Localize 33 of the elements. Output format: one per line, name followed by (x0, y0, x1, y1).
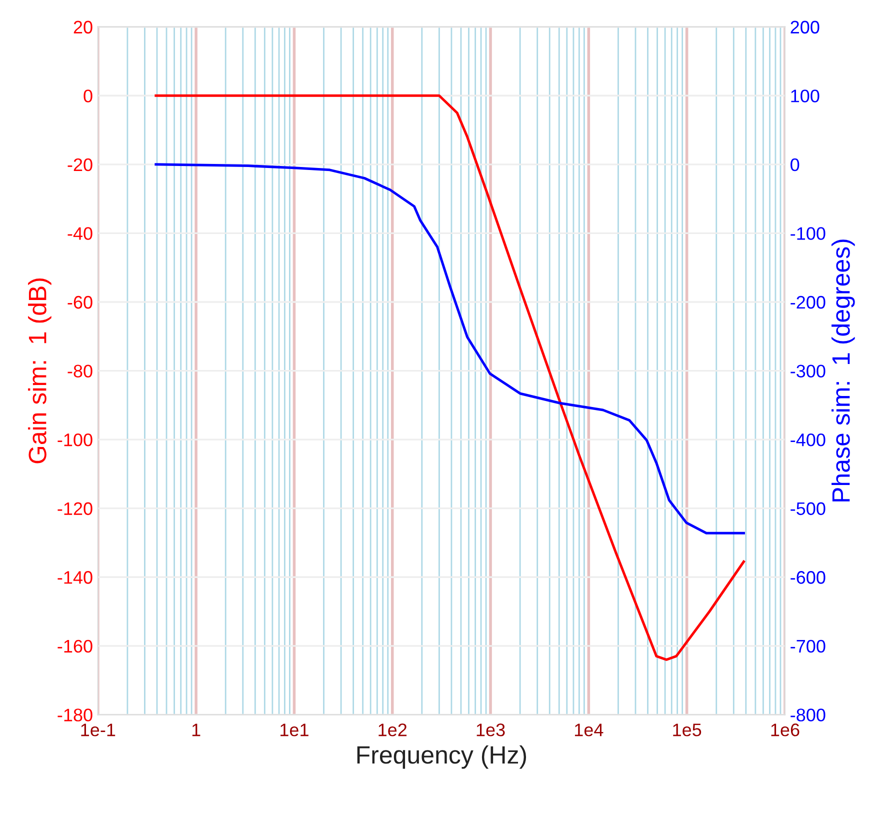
y-tick-label: -40 (68, 227, 92, 240)
y-tick-label: -140 (58, 571, 92, 584)
y-tick-label: -180 (58, 708, 92, 722)
x-tick-label: 1e3 (476, 724, 505, 736)
x-tick-label: 1e4 (574, 724, 604, 736)
x-tick-label: 1e6 (771, 724, 800, 736)
y-tick-label: 20 (74, 20, 92, 34)
y2-tick-label: -400 (790, 433, 826, 446)
y2-axis-title: Phase sim: 1 (degrees) (832, 240, 855, 502)
y2-tick-label: -300 (790, 364, 826, 378)
y2-tick-label: 100 (791, 90, 820, 102)
y2-tick-label: -600 (790, 571, 826, 584)
y2-tick-label: 200 (790, 20, 820, 34)
y2-tick-label: -100 (790, 227, 826, 240)
y-tick-label: -120 (58, 502, 92, 516)
x-tick-label: 1e2 (378, 724, 407, 736)
x-tick-label: 1e5 (673, 724, 702, 736)
y-tick-label: -20 (68, 158, 92, 172)
y2-tick-label: -800 (790, 708, 826, 722)
y-tick-label: -160 (58, 640, 92, 653)
y2-tick-label: -200 (790, 296, 826, 309)
x-tick-label: 1 (192, 724, 200, 736)
x-tick-label: 1e-1 (81, 724, 116, 736)
y-tick-label: -100 (58, 433, 92, 446)
y-tick-label: -60 (68, 296, 92, 309)
y-tick-label: -80 (68, 364, 92, 378)
x-axis-title: Frequency (Hz) (357, 745, 526, 769)
y2-tick-label: -500 (790, 502, 826, 516)
x-tick-label: 1e1 (280, 724, 308, 736)
y2-tick-label: -700 (790, 640, 826, 653)
y2-tick-label: 0 (790, 158, 800, 172)
y-tick-label: 0 (84, 90, 92, 102)
y-axis-title: Gain sim: 1 (dB) (28, 278, 52, 464)
